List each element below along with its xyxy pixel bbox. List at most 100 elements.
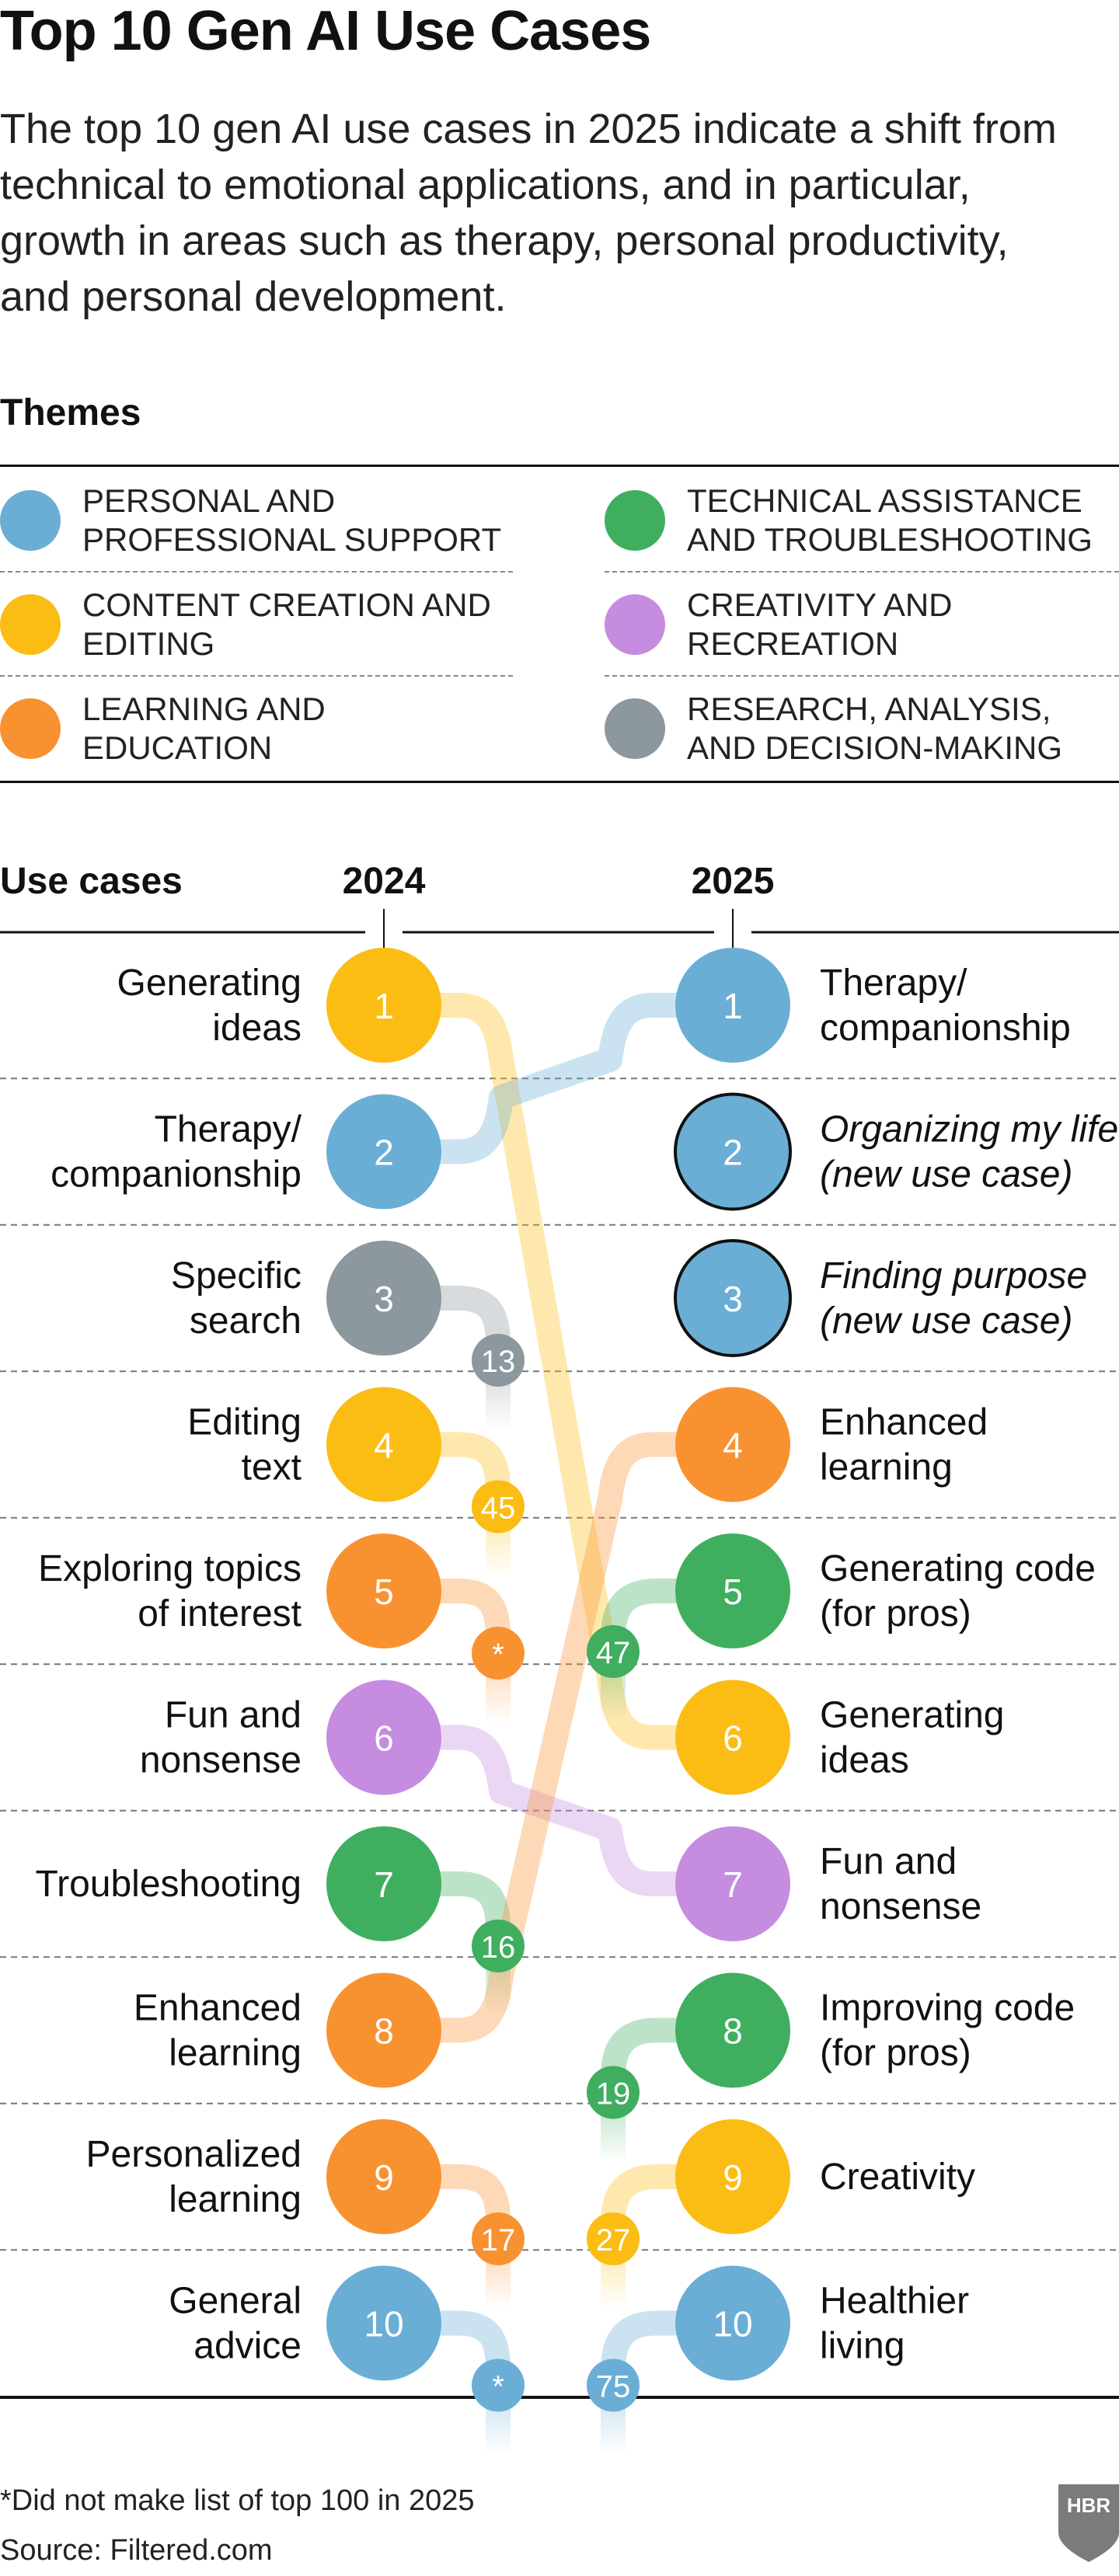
use-case-label: Editing	[187, 1402, 302, 1443]
legend-item-creativity: Creativity and recreation	[605, 573, 1117, 677]
rank-number: 4	[723, 1426, 743, 1466]
connector-ribbon	[384, 993, 733, 1164]
divider	[0, 781, 1119, 783]
rank-number: 3	[374, 1279, 394, 1319]
rank-badge	[472, 2212, 525, 2265]
legend-label: Creativity and recreation	[687, 587, 953, 662]
use-case-label: advice	[193, 2326, 302, 2367]
theme-dot-icon	[0, 490, 61, 551]
rank-circle	[326, 1387, 441, 1502]
legend-separator	[605, 675, 1119, 677]
use-case-label: nonsense	[140, 1740, 302, 1781]
rank-badge	[472, 2358, 525, 2412]
use-case-label: Organizing my life	[820, 1109, 1118, 1150]
legend-label: Learning and education	[82, 691, 326, 766]
rank-number: 10	[713, 2304, 752, 2345]
hbr-logo: HBR	[1058, 2484, 1119, 2562]
use-case-label: text	[242, 1447, 302, 1488]
rank-badge-value: 27	[596, 2223, 631, 2257]
use-case-label: search	[190, 1300, 302, 1342]
legend-separator	[605, 571, 1119, 573]
rank-circle	[326, 1241, 441, 1356]
rank-circle	[326, 1972, 441, 2088]
use-case-label: Generating	[117, 963, 302, 1004]
rank-circle	[326, 948, 441, 1063]
legend-item-content: Content creation and editing	[0, 573, 513, 677]
rank-circle	[326, 1826, 441, 1941]
rank-number: 7	[374, 1864, 394, 1905]
use-case-label: Generating code	[820, 1548, 1096, 1589]
rank-circle	[675, 2119, 790, 2234]
theme-dot-icon	[605, 490, 665, 551]
rank-badge	[472, 1334, 525, 1387]
svg-text:HBR: HBR	[1067, 2494, 1111, 2517]
use-case-label: Exploring topics	[38, 1548, 302, 1589]
rank-number: 8	[723, 2011, 743, 2052]
legend-label: Content creation and editing	[82, 587, 491, 662]
theme-dot-icon	[605, 698, 665, 759]
rank-circle	[675, 1680, 790, 1795]
use-case-label: Fun and	[820, 1841, 957, 1882]
rank-circle	[675, 948, 790, 1063]
rank-badge-value: 19	[596, 2077, 631, 2111]
rank-badge	[472, 1920, 525, 1972]
legend-label: Technical assistance and troubleshooting	[687, 482, 1093, 558]
rank-circle	[326, 2119, 441, 2234]
legend-item-technical: Technical assistance and troubleshooting	[605, 468, 1117, 573]
year-2024-label: 2024	[343, 861, 426, 902]
rank-number: 10	[364, 2304, 403, 2345]
rank-badge-value: 16	[481, 1930, 516, 1965]
rank-number: 6	[374, 1718, 394, 1759]
use-case-label: ideas	[820, 1740, 909, 1781]
theme-dot-icon	[605, 594, 665, 655]
rank-number: 9	[374, 2157, 394, 2198]
rank-circle	[675, 1387, 790, 1502]
rank-circle	[326, 1533, 441, 1648]
rank-badge-value: 13	[481, 1345, 516, 1379]
connector-ribbon	[384, 1432, 733, 2043]
rank-badge-value: *	[492, 1638, 504, 1672]
legend-label: Personal and professional support	[82, 482, 502, 558]
rank-circle	[674, 1092, 792, 1211]
theme-dot-icon	[0, 698, 61, 759]
use-case-label: Therapy/	[820, 963, 967, 1004]
use-case-label: Finding purpose	[820, 1255, 1087, 1297]
rank-circle	[675, 1826, 790, 1941]
use-case-label: learning	[169, 2179, 302, 2220]
use-case-label: companionship	[51, 1154, 302, 1196]
rank-circle	[326, 2265, 441, 2381]
rank-badge-value: 45	[481, 1492, 516, 1526]
rank-number: 1	[723, 986, 743, 1026]
use-case-label: companionship	[820, 1008, 1071, 1049]
use-case-label: (new use case)	[820, 1154, 1072, 1196]
rank-number: 1	[374, 986, 394, 1026]
rank-number: 3	[723, 1279, 743, 1319]
rank-badge	[587, 2212, 640, 2265]
connector-ribbon	[384, 993, 733, 1750]
use-case-label: Creativity	[820, 2157, 975, 2198]
rank-badge-value: 17	[481, 2223, 516, 2257]
rank-badge	[587, 2066, 640, 2119]
use-case-label: nonsense	[820, 1886, 981, 1927]
rank-circle	[326, 1680, 441, 1795]
footnote: *Did not make list of top 100 in 2025	[0, 2484, 475, 2517]
rank-number: 2	[374, 1133, 394, 1173]
use-case-label: General	[169, 2281, 302, 2322]
rank-number: 5	[374, 1572, 394, 1612]
legend-separator	[0, 571, 513, 573]
use-case-label: Personalized	[86, 2134, 302, 2175]
legend-separator	[0, 675, 513, 677]
legend-label: Research, analysis, and decision-making	[687, 691, 1063, 766]
rank-badge	[587, 1625, 640, 1678]
use-case-label: Specific	[171, 1255, 302, 1297]
source: Source: Filtered.com	[0, 2534, 273, 2567]
rank-number: 8	[374, 2011, 394, 2052]
row-header: Use cases	[0, 861, 183, 902]
rank-number: 7	[723, 1864, 743, 1905]
rank-badge	[472, 1480, 525, 1533]
rank-circle	[674, 1239, 792, 1357]
legend-item-learning: Learning and education	[0, 677, 513, 781]
subtitle: The top 10 gen AI use cases in 2025 indi…	[0, 106, 1057, 320]
